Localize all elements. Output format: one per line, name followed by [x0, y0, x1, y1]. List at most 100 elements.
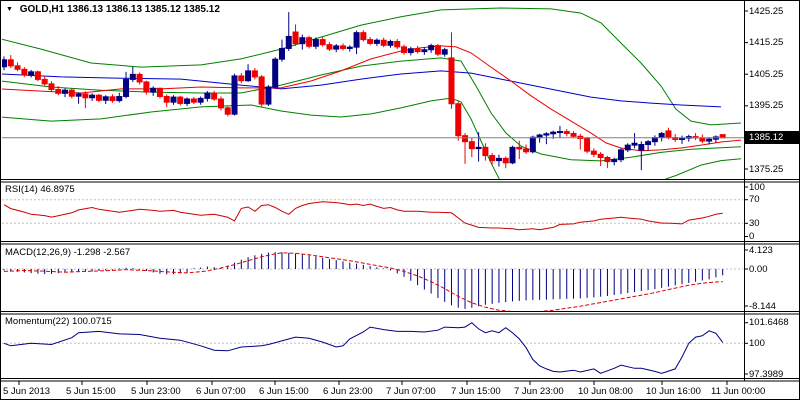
candle-body — [536, 134, 543, 138]
candle-body — [224, 107, 231, 115]
momentum-axis-label: 101.6468 — [749, 317, 789, 329]
candle-body — [428, 45, 435, 51]
price-axis-label: 1415.25 — [749, 37, 784, 49]
candle-body — [217, 98, 224, 109]
candle-body — [448, 57, 455, 105]
candle-body — [55, 89, 62, 94]
candle-body — [441, 49, 448, 55]
candle-body — [184, 98, 191, 104]
time-axis-label: 6 Jun 23:00 — [323, 386, 373, 397]
time-axis-label: 5 Jun 23:00 — [131, 386, 181, 397]
momentum-panel-group — [2, 322, 743, 374]
candle-body — [326, 44, 333, 50]
candle-body — [631, 142, 638, 146]
candle-body — [699, 137, 706, 142]
rsi-axis-label: 0 — [749, 231, 755, 242]
candle-body — [617, 149, 624, 161]
price-axis-label: 1425.25 — [749, 5, 784, 17]
candle-body — [7, 59, 14, 67]
time-axis-label: 10 Jun 08:00 — [578, 386, 633, 397]
candle-body — [353, 32, 360, 48]
symbol-name: GOLD,H1 — [19, 4, 65, 15]
candle-body — [75, 93, 82, 97]
candle-body — [475, 146, 482, 150]
price-axis-label: 1395.25 — [749, 100, 784, 112]
candle-body — [102, 96, 109, 101]
rsi-indicator-label: RSI(14) 46.8975 — [5, 184, 75, 195]
candle-body — [394, 40, 401, 48]
momentum-axis-label: 97.3989 — [749, 368, 784, 380]
macd-axis-label: 4.123 — [749, 244, 773, 256]
price-panel-group — [2, 7, 742, 179]
candle-body — [177, 96, 184, 104]
candle-body — [190, 98, 197, 103]
time-axis-label: 10 Jun 16:00 — [646, 386, 701, 397]
candle-body — [645, 141, 652, 146]
symbol-dropdown-icon[interactable]: ▼ — [6, 6, 13, 13]
candle-body — [204, 92, 211, 99]
candle-body — [529, 136, 536, 153]
candle-body — [299, 37, 306, 45]
candle-body — [401, 46, 408, 54]
candle-body — [570, 132, 577, 137]
candle-body — [516, 146, 523, 150]
candle-body — [116, 95, 123, 102]
candle-body — [658, 132, 665, 139]
candle-body — [251, 70, 258, 78]
rsi-panel-group — [2, 199, 743, 231]
candle-body — [706, 138, 713, 142]
candle-body — [624, 144, 631, 151]
candle-body — [665, 130, 672, 139]
macd-panel-group — [2, 252, 743, 312]
candle-body — [238, 75, 245, 82]
candle-body — [333, 45, 340, 50]
time-axis-label: 11 Jun 00:00 — [711, 386, 766, 397]
candle-body — [543, 133, 550, 136]
candle-body — [387, 40, 394, 46]
candle-body — [523, 148, 530, 153]
time-axis-label: 6 Jun 07:00 — [196, 386, 246, 397]
candle-body — [170, 96, 177, 103]
candle-body — [468, 141, 475, 150]
candle-body — [434, 45, 441, 55]
candle-body — [41, 78, 48, 85]
candle-body — [367, 39, 374, 44]
candle-body — [611, 159, 618, 163]
time-axis-label: 5 Jun 15:00 — [66, 386, 116, 397]
candle-body — [28, 71, 35, 76]
momentum-indicator-label: Momentum(22) 100.0715 — [5, 316, 112, 327]
candle-body — [211, 92, 218, 100]
candle-body — [414, 48, 421, 53]
time-axis-label: 7 Jun 07:00 — [386, 386, 436, 397]
candle-body — [604, 156, 611, 163]
candle-body — [129, 73, 136, 80]
candle-body — [462, 135, 469, 143]
macd-axis-label: 0.00 — [749, 263, 768, 275]
candle-body — [679, 137, 685, 140]
candle-body — [455, 103, 462, 137]
candle-body — [638, 144, 645, 151]
candle-body — [590, 150, 597, 155]
candle-body — [34, 71, 41, 80]
current-price-badge: 1385.12 — [745, 131, 799, 145]
macd-indicator-label: MACD(12,26,9) -1.298 -2.567 — [5, 247, 131, 258]
candle-body — [319, 39, 326, 46]
candle-body — [292, 31, 299, 45]
candle-body — [312, 39, 319, 47]
candle-body — [285, 35, 292, 49]
candle-body — [306, 37, 313, 47]
candle-body — [21, 68, 28, 76]
candle-body — [346, 46, 353, 49]
candle-body — [563, 131, 570, 134]
candle-body — [143, 81, 150, 93]
candle-body — [245, 70, 252, 82]
candle-body — [2, 59, 7, 68]
candle-body — [258, 76, 265, 105]
candle-body — [550, 131, 557, 135]
candle-body — [136, 73, 143, 83]
candle-body — [156, 87, 163, 97]
time-axis-label: 6 Jun 15:00 — [259, 386, 309, 397]
momentum-axis-label: 100 — [749, 337, 765, 349]
